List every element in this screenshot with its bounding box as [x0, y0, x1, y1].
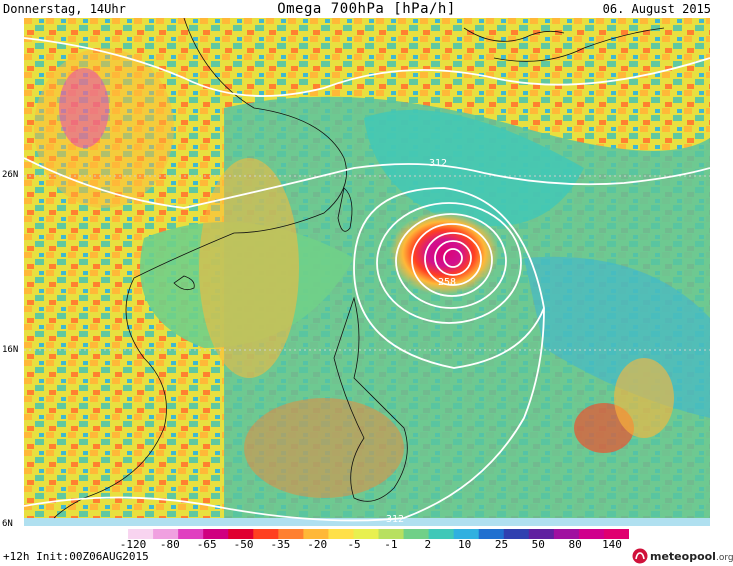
legend-color-cell: [328, 529, 354, 539]
legend-tick-label: -35: [270, 538, 291, 551]
lat-label-6n: 6N: [2, 519, 13, 529]
legend-tick-label: 80: [568, 538, 582, 551]
legend-color-cell: [553, 529, 580, 539]
legend-tick-label: -20: [307, 538, 328, 551]
legend-color-cell: [178, 529, 204, 539]
legend-color-cell: [478, 529, 505, 539]
legend-color-cell: [578, 529, 605, 539]
legend-tick-label: 50: [531, 538, 545, 551]
lat-label-16n: 16N: [2, 345, 19, 355]
legend-color-cell: [203, 529, 229, 539]
geopotential-contours: [24, 37, 710, 522]
meteopool-logo[interactable]: meteopool.org: [632, 547, 733, 565]
contour-label-center: 258: [438, 277, 456, 288]
meteopool-logo-text: meteopool.org: [650, 550, 733, 563]
legend-color-cell: [528, 529, 555, 539]
init-time: +12h Init:00Z06AUG2015: [3, 550, 149, 563]
legend-color-cell: [603, 529, 629, 539]
legend-color-cell: [228, 529, 254, 539]
legend-tick-label: -120: [119, 538, 147, 551]
logo-name: meteopool: [650, 549, 716, 563]
lat-label-26n: 26N: [2, 170, 19, 180]
legend-tick-label: -1: [384, 538, 398, 551]
logo-suffix: .org: [715, 552, 733, 563]
legend-tick-label: 140: [602, 538, 622, 551]
contour-label-top: 312: [429, 158, 447, 169]
legend-color-cell: [278, 529, 304, 539]
header-valid-date: 06. August 2015: [602, 2, 711, 16]
map-title: Omega 700hPa [hPa/h]: [277, 1, 456, 17]
legend-color-cell: [403, 529, 430, 539]
meteopool-logo-icon: [632, 548, 648, 564]
legend-tick-label: 2: [424, 538, 432, 551]
legend-tick-label: 10: [457, 538, 472, 551]
legend-tick-label: -80: [159, 538, 180, 551]
legend-color-cell: [428, 529, 455, 539]
legend-color-cell: [453, 529, 480, 539]
legend-tick-label: -50: [233, 538, 254, 551]
header-date: Donnerstag, 14Uhr: [3, 2, 126, 16]
legend-color-cell: [303, 529, 329, 539]
color-legend-bar: [103, 529, 629, 539]
legend-color-cell: [153, 529, 179, 539]
legend-tick-label: -65: [196, 538, 217, 551]
lat-gridlines: [24, 175, 710, 351]
omega-map: 312 258 312: [24, 18, 710, 526]
legend-tick-label: -5: [347, 538, 361, 551]
legend-color-cell: [378, 529, 405, 539]
contour-label-bottom: 312: [386, 514, 404, 525]
legend-color-cell: [253, 529, 279, 539]
legend-color-cell: [503, 529, 530, 539]
omega-field: [24, 18, 710, 526]
legend-color-cell: [353, 529, 380, 539]
coastlines: [53, 18, 665, 519]
legend-color-cell: [128, 529, 154, 539]
legend-tick-label: 25: [494, 538, 509, 551]
legend-color-cell: [103, 529, 129, 539]
